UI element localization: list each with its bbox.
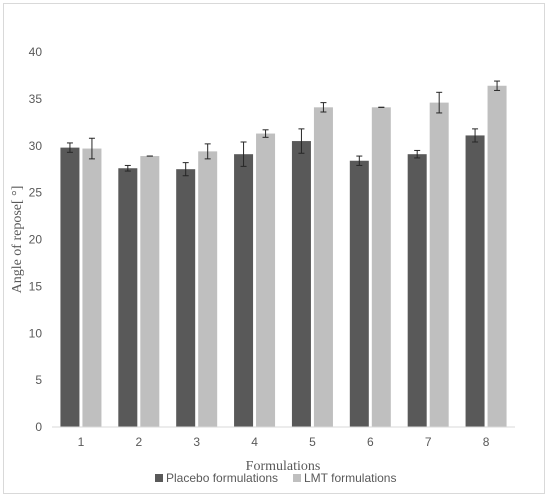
legend-label-lmt: LMT formulations: [304, 471, 396, 485]
y-tick-label: 20: [29, 233, 43, 247]
error-bar: [356, 155, 363, 166]
error-bar: [124, 164, 131, 172]
x-axis-ticks: 1 2 3 4 5 6 7 8: [78, 435, 490, 449]
error-bar: [414, 149, 421, 159]
x-tick-label: 6: [367, 435, 374, 449]
error-bar: [262, 129, 269, 138]
y-tick-label: 0: [35, 420, 42, 434]
bar-lmt: [198, 151, 218, 427]
x-tick-label: 4: [251, 435, 258, 449]
bar-lmt: [82, 148, 102, 427]
x-tick-label: 1: [78, 435, 85, 449]
error-bar: [204, 143, 211, 160]
bar-lmt: [487, 85, 507, 427]
x-tick-label: 8: [483, 435, 490, 449]
y-tick-label: 35: [29, 92, 43, 106]
legend-swatch-lmt: [293, 474, 301, 482]
y-axis-title: Angle of repose[ °]: [10, 186, 25, 294]
error-bar: [88, 137, 95, 160]
error-bars: [66, 80, 501, 177]
bar-lmt: [256, 133, 276, 427]
error-bar: [182, 162, 189, 177]
bar-placebo: [465, 135, 485, 427]
y-axis-ticks: 0 5 10 15 20 25 30 35 40: [29, 45, 43, 434]
bar-placebo: [234, 154, 254, 427]
error-bar: [472, 128, 479, 143]
error-bar: [436, 91, 443, 114]
bar-placebo: [118, 168, 138, 427]
error-bar: [320, 102, 327, 113]
y-tick-label: 15: [29, 279, 43, 293]
error-bar: [494, 80, 501, 91]
x-tick-label: 7: [425, 435, 432, 449]
error-bar: [66, 142, 73, 153]
bar-lmt: [371, 107, 391, 427]
legend-swatch-placebo: [155, 474, 163, 482]
bar-placebo: [60, 147, 80, 427]
bar-placebo: [291, 141, 311, 427]
y-tick-label: 30: [29, 139, 43, 153]
y-tick-label: 5: [35, 373, 42, 387]
x-tick-label: 5: [309, 435, 316, 449]
bar-lmt: [313, 107, 333, 427]
error-bar: [240, 141, 247, 167]
x-axis-title: Formulations: [246, 459, 321, 474]
y-tick-label: 10: [29, 326, 43, 340]
x-tick-label: 2: [135, 435, 142, 449]
bar-lmt: [429, 102, 449, 427]
bar-placebo: [176, 169, 196, 427]
legend: Placebo formulations LMT formulations: [155, 471, 396, 485]
bar-placebo: [407, 154, 427, 427]
error-bar: [298, 128, 305, 154]
bars: [60, 85, 507, 427]
bar-lmt: [140, 156, 160, 427]
bar-placebo: [349, 160, 369, 427]
y-tick-label: 25: [29, 186, 43, 200]
y-tick-label: 40: [29, 45, 43, 59]
x-tick-label: 3: [193, 435, 200, 449]
legend-label-placebo: Placebo formulations: [166, 471, 278, 485]
